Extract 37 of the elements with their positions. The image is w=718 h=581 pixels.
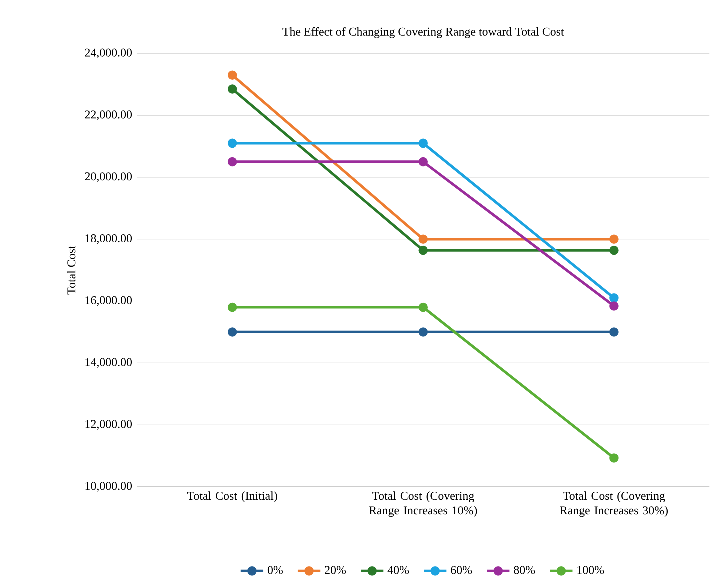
y-axis-title: Total Cost	[67, 246, 76, 294]
y-tick-label: 22,000.00	[85, 110, 132, 120]
point	[610, 246, 619, 255]
y-tick-label: 12,000.00	[86, 420, 132, 430]
point	[418, 234, 428, 244]
x-tick-label: Total Cost (Covering Range Increases 10%)	[369, 491, 478, 517]
point	[228, 302, 238, 312]
legend-label: 80%	[514, 566, 536, 574]
point	[418, 246, 428, 255]
y-tick-label: 24,000.00	[85, 48, 132, 58]
y-tick-label: 14,000.00	[86, 358, 132, 368]
y-tick-label: 10,000.00	[86, 482, 132, 492]
y-tick-label: 16,000.00	[86, 296, 132, 306]
legend-label: 0%	[268, 566, 283, 574]
point	[228, 70, 238, 80]
x-tick-label: Total Cost (Initial)	[187, 491, 278, 502]
point	[610, 301, 619, 311]
point	[228, 84, 238, 94]
y-tick-label: 20,000.00	[85, 172, 132, 182]
x-tick-label: Total Cost (Covering Range Increases 30%)	[560, 491, 668, 517]
point	[610, 327, 619, 337]
point	[228, 138, 238, 148]
point	[610, 293, 619, 303]
point	[610, 234, 619, 244]
legend-label: 20%	[325, 566, 346, 574]
point	[418, 327, 428, 337]
point	[228, 157, 238, 166]
point	[418, 157, 428, 166]
point	[418, 302, 428, 312]
point	[610, 453, 619, 463]
legend-label: 100%	[578, 566, 604, 574]
point	[418, 138, 428, 148]
legend-label: 60%	[451, 566, 472, 574]
legend-label: 40%	[388, 566, 410, 574]
y-tick-label: 18,000.00	[86, 234, 132, 244]
point	[228, 327, 238, 337]
chart-title: The Effect of Changing Covering Range toward Total Cost	[282, 27, 564, 38]
